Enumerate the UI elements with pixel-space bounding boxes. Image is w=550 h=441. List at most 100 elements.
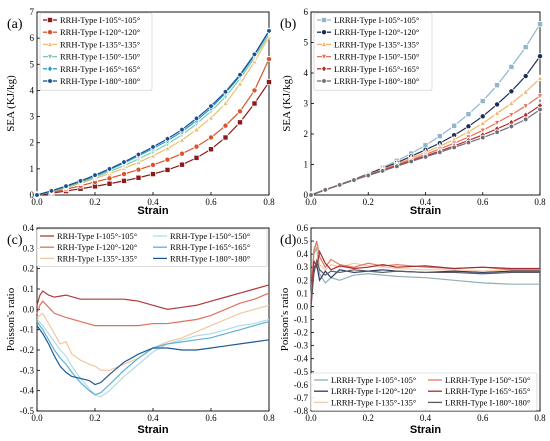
series-line: [310, 249, 540, 304]
y-axis-label: Poisson's ratio: [5, 287, 17, 351]
data-point: [236, 79, 244, 87]
data-point: [308, 191, 314, 199]
legend-marker: [321, 77, 327, 85]
data-point: [508, 99, 515, 107]
data-point: [222, 122, 229, 129]
data-point: [236, 119, 243, 126]
x-tick-label: 0.6: [205, 413, 217, 423]
series-line: [36, 81, 270, 196]
legend-label: LRRH-Type I-150°-150°: [334, 52, 419, 62]
y-axis-label: SEA (KJ/kg): [5, 75, 17, 132]
y-tick-label: 3: [30, 112, 35, 122]
data-point: [164, 166, 171, 173]
data-point: [265, 79, 272, 86]
y-tick-label: 0.4: [23, 223, 35, 233]
y-axis-label: SEA (KJ/kg): [281, 75, 293, 132]
data-point: [63, 183, 69, 190]
data-point: [193, 143, 200, 150]
y-tick-label: 0: [304, 190, 309, 200]
legend-label: RRH-Type I-180°-180°: [60, 76, 140, 86]
data-point: [536, 74, 544, 82]
y-tick-label: 6: [304, 7, 309, 17]
y-tick-label: 2: [304, 129, 309, 139]
data-point: [251, 100, 258, 107]
series-line: [36, 284, 270, 310]
legend-label: LRRH-Type I-180°-180°: [445, 397, 530, 407]
data-point: [465, 139, 472, 146]
y-tick-label: -0.3: [20, 365, 35, 375]
data-point: [479, 119, 486, 126]
y-tick-label: 0.5: [297, 236, 309, 246]
x-tick-label: 0.2: [363, 413, 374, 423]
y-tick-label: 0.3: [297, 262, 309, 272]
y-tick-label: 1: [30, 164, 35, 174]
series-line: [36, 320, 270, 396]
series-2: [310, 242, 540, 300]
legend-label: RRH-Type I-105°-105°: [57, 231, 137, 241]
y-tick-label: 2: [30, 138, 35, 148]
data-point: [222, 88, 229, 95]
x-tick-label: 0.6: [477, 197, 489, 207]
y-tick-label: 0.2: [23, 264, 34, 274]
data-point: [494, 101, 501, 108]
series-0: [310, 245, 540, 300]
y-tick-label: -0.2: [294, 328, 308, 338]
legend-label: LRRH-Type I-120°-120°: [331, 386, 416, 396]
x-axis-label: Strain: [410, 424, 441, 436]
series-3: [36, 318, 270, 398]
data-point: [179, 126, 185, 133]
x-tick-label: 0.8: [263, 413, 275, 423]
y-tick-label: 3: [304, 99, 309, 109]
x-tick-label: 0.2: [89, 413, 100, 423]
x-tick-label: 0.0: [31, 413, 43, 423]
data-point: [193, 115, 200, 122]
x-axis-label: Strain: [137, 424, 168, 436]
series-1: [36, 292, 270, 327]
legend-box: [313, 12, 433, 91]
legend-label: RRH-Type I-165°-165°: [60, 64, 140, 74]
data-point: [251, 51, 258, 58]
legend-label: LRRH-Type I-180°-180°: [334, 76, 419, 86]
data-point: [436, 133, 443, 140]
data-point: [135, 166, 142, 173]
legend-marker: [320, 64, 328, 73]
legend: RRH-Type I-105°-105°RRH-Type I-120°-120°…: [39, 12, 153, 91]
data-point: [336, 181, 343, 188]
y-tick-label: -0.1: [20, 325, 34, 335]
legend-label: RRH-Type I-135°-135°: [57, 253, 137, 263]
data-point: [48, 187, 55, 194]
data-point: [237, 71, 243, 78]
data-point: [178, 150, 185, 157]
data-point: [536, 93, 544, 100]
y-tick-label: 0.0: [23, 304, 35, 314]
legend-marker: [46, 54, 54, 61]
x-tick-label: 0.6: [205, 197, 217, 207]
legend-label: LRRH-Type I-165°-165°: [334, 64, 419, 74]
x-tick-label: 0.8: [534, 413, 546, 423]
data-point: [522, 44, 529, 51]
data-point: [193, 125, 200, 133]
data-point: [149, 171, 156, 178]
chart-panel-0: 0.0 0.2 0.4 0.6 0.8 0 1 2 3 4 5 6 7 Strain SEA (KJ/kg)…: [5, 7, 275, 217]
data-point: [207, 146, 214, 153]
x-tick-label: 0.4: [147, 197, 159, 207]
x-tick-label: 0.2: [363, 197, 374, 207]
y-tick-label: 5: [30, 59, 35, 69]
data-point: [193, 154, 200, 161]
legend: RRH-Type I-105°-105°RRH-Type I-120°-120°…: [36, 228, 268, 267]
legend-marker: [47, 29, 54, 36]
x-tick-label: 0.4: [147, 413, 159, 423]
legend: LRRH-Type I-105°-105° LRRH-Type I-120°-12…: [313, 12, 433, 91]
y-tick-label: 0.4: [297, 249, 309, 259]
legend-label: LRRH-Type I-105°-105°: [334, 15, 419, 25]
data-point: [465, 111, 472, 118]
data-point: [493, 120, 501, 127]
y-tick-label: -0.7: [294, 393, 309, 403]
y-tick-label: 0.3: [23, 243, 35, 253]
data-point: [265, 56, 272, 63]
data-point: [121, 177, 128, 184]
x-tick-label: 0.0: [305, 197, 317, 207]
y-tick-label: 0.0: [297, 301, 309, 311]
legend-marker: [46, 40, 54, 47]
data-point: [523, 116, 529, 123]
